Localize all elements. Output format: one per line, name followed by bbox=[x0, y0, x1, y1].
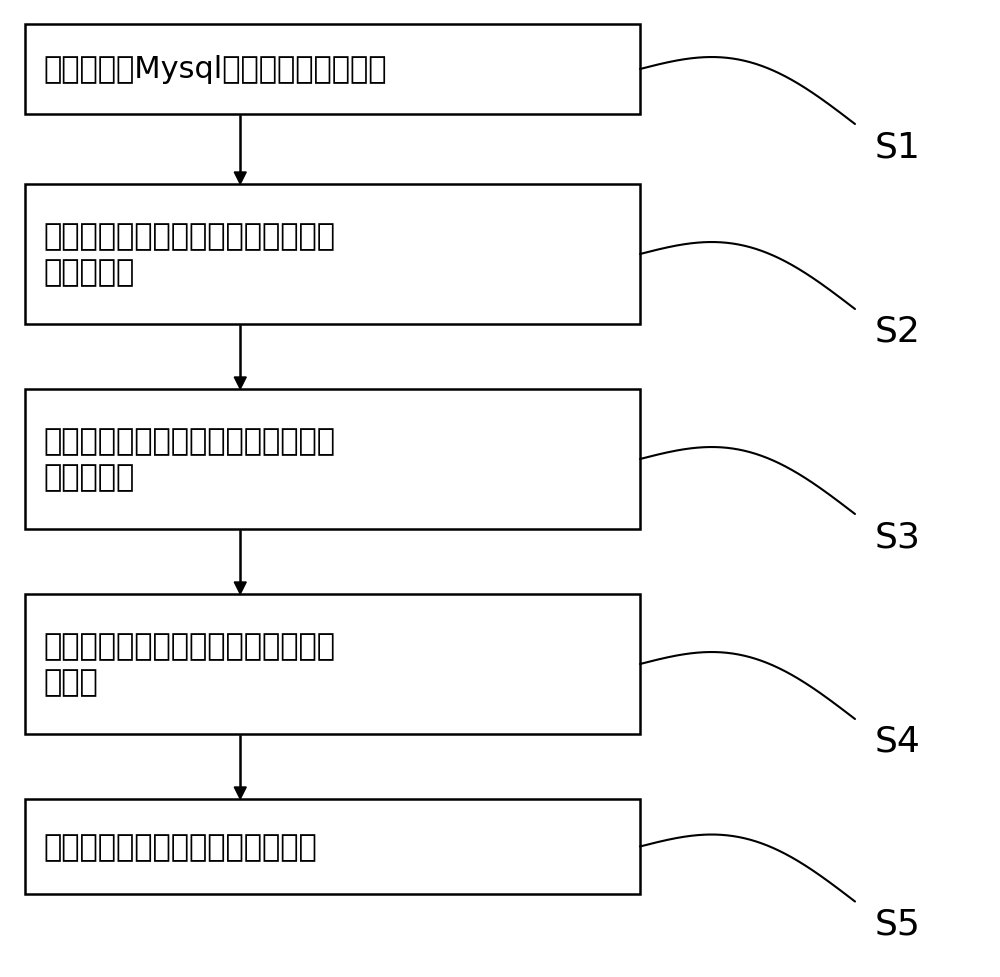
Text: 获取并存储Mysql数据库的关系型数据: 获取并存储Mysql数据库的关系型数据 bbox=[43, 56, 386, 84]
Bar bbox=[25, 185, 640, 324]
Text: 根据所述关系型数据，获取并缓存数
据操作日志: 根据所述关系型数据，获取并缓存数 据操作日志 bbox=[43, 223, 335, 287]
Bar bbox=[25, 25, 640, 115]
Polygon shape bbox=[234, 582, 246, 594]
Text: 显示数据主题图谱，挖掘数据关系: 显示数据主题图谱，挖掘数据关系 bbox=[43, 832, 317, 861]
Bar bbox=[25, 390, 640, 530]
Text: 读取所述数据操作日志，构建数据知
识网络图谱: 读取所述数据操作日志，构建数据知 识网络图谱 bbox=[43, 427, 335, 492]
Text: S3: S3 bbox=[875, 520, 921, 553]
Bar bbox=[25, 594, 640, 735]
Bar bbox=[25, 799, 640, 894]
Text: S4: S4 bbox=[875, 724, 921, 758]
Text: 根据数据知识网络图谱，建立数据主
题图谱: 根据数据知识网络图谱，建立数据主 题图谱 bbox=[43, 632, 335, 697]
Text: S5: S5 bbox=[875, 907, 921, 941]
Polygon shape bbox=[234, 787, 246, 799]
Text: S2: S2 bbox=[875, 315, 921, 349]
Polygon shape bbox=[234, 173, 246, 185]
Text: S1: S1 bbox=[875, 130, 921, 164]
Polygon shape bbox=[234, 378, 246, 390]
